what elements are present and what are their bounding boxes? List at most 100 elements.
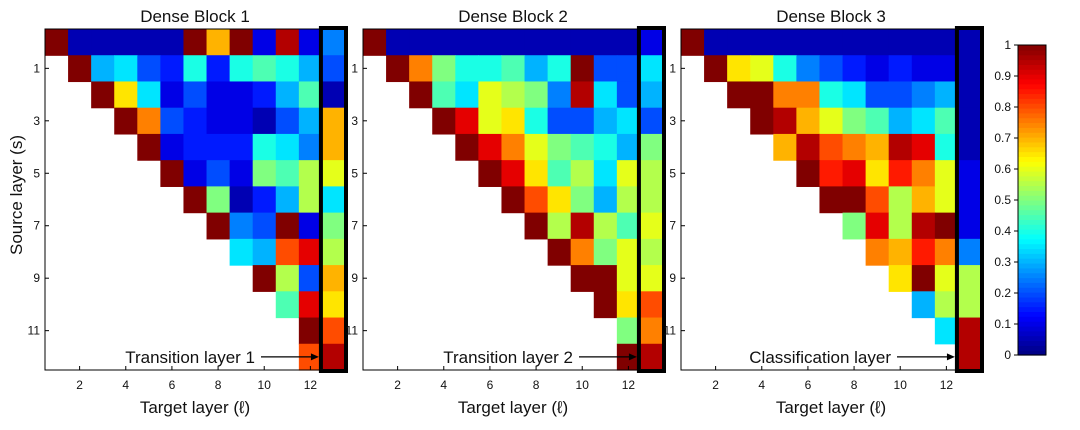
- dense-block-3-cell: [911, 160, 936, 187]
- dense-block-3-cell: [934, 265, 959, 292]
- dense-block-2-cell: [639, 265, 664, 292]
- dense-block-2-cell: [386, 29, 410, 56]
- colorbar-segment: [1018, 238, 1046, 245]
- dense-block-2-cell: [616, 212, 641, 240]
- dense-block-2-y-tick-label: 9: [351, 271, 358, 285]
- colorbar-segment: [1018, 190, 1046, 196]
- colorbar-segment: [1018, 345, 1046, 351]
- dense-block-1-cell: [252, 81, 277, 109]
- dense-block-1-cell: [252, 186, 277, 214]
- colorbar-segment: [1018, 45, 1046, 51]
- dense-block-3-cell: [865, 29, 890, 56]
- dense-block-3-cell: [911, 186, 936, 214]
- dense-block-2-cell: [432, 81, 456, 109]
- dense-block-1-cell: [206, 55, 231, 83]
- dense-block-3-cell: [911, 81, 936, 109]
- colorbar-segment: [1018, 253, 1046, 259]
- dense-block-1-cell: [206, 160, 231, 187]
- dense-block-2-cell: [524, 212, 549, 240]
- dense-block-1-cell: [298, 55, 323, 83]
- dense-block-3-cell: [750, 55, 774, 83]
- dense-block-1-cell: [229, 81, 254, 109]
- dense-block-3-cell: [911, 291, 936, 319]
- dense-block-1-cell: [206, 133, 231, 161]
- dense-block-2-cell: [639, 107, 664, 135]
- colorbar-segment: [1018, 117, 1046, 124]
- dense-block-1-cell: [298, 133, 323, 161]
- dense-block-2-cell: [501, 29, 526, 56]
- dense-block-1-x-tick-label: 10: [258, 378, 272, 392]
- colorbar-segment: [1018, 88, 1046, 95]
- dense-block-3-cell: [934, 81, 959, 109]
- dense-block-1-cell: [252, 160, 277, 187]
- dense-block-2-cell: [524, 160, 549, 187]
- dense-block-1-cell: [91, 55, 115, 83]
- dense-block-1-cell: [229, 55, 254, 83]
- dense-block-2-cell: [616, 317, 641, 345]
- dense-block-1-cell: [321, 133, 346, 161]
- dense-block-3-cell: [773, 81, 797, 109]
- dense-block-3-y-tick-label: 9: [669, 271, 676, 285]
- dense-block-1-cell: [137, 81, 161, 109]
- colorbar-segment: [1018, 272, 1046, 279]
- dense-block-3-cell: [750, 81, 774, 109]
- dense-block-3-cell: [888, 186, 913, 214]
- dense-block-3-y-tick-label: 3: [669, 114, 676, 128]
- dense-block-3-y-tick-label: 5: [669, 166, 676, 180]
- dense-block-1-x-tick-label: 6: [169, 378, 176, 392]
- dense-block-2-cell: [524, 107, 549, 135]
- dense-block-1-cell: [321, 212, 346, 240]
- dense-block-2-cell: [639, 186, 664, 214]
- dense-block-1-cell: [321, 317, 346, 345]
- dense-block-1-cell: [275, 265, 300, 292]
- dense-block-2-cell: [616, 29, 641, 56]
- colorbar-segment: [1018, 64, 1046, 70]
- colorbar-segment: [1018, 78, 1046, 85]
- dense-block-2-cell: [524, 29, 549, 56]
- dense-block-1-cell: [298, 265, 323, 292]
- dense-block-3-cell: [957, 291, 982, 319]
- colorbar-segment: [1018, 69, 1046, 75]
- dense-block-2-cell: [524, 81, 549, 109]
- dense-block-1-cell: [275, 133, 300, 161]
- dense-block-2-x-tick-label: 2: [394, 378, 401, 392]
- dense-block-1-cell: [229, 133, 254, 161]
- dense-block-1-cell: [160, 160, 185, 187]
- dense-block-2-cell: [639, 317, 664, 345]
- dense-block-1-x-tick-label: 8: [215, 378, 222, 392]
- dense-block-2-cell: [570, 265, 595, 292]
- dense-block-3-title: Dense Block 3: [776, 7, 886, 26]
- colorbar-segment: [1018, 54, 1046, 61]
- colorbar-tick-label: 0.3: [994, 255, 1011, 269]
- dense-block-1-y-tick-label: 7: [33, 219, 40, 233]
- colorbar-segment: [1018, 98, 1046, 104]
- dense-block-3-cell: [773, 55, 797, 83]
- colorbar-tick-label: 1: [1004, 38, 1011, 52]
- dense-block-1-cell: [275, 160, 300, 187]
- dense-block-2-cell: [386, 55, 410, 83]
- dense-block-3-cell: [842, 81, 867, 109]
- colorbar-segment: [1018, 224, 1046, 230]
- colorbar-segment: [1018, 287, 1046, 293]
- colorbar-segment: [1018, 258, 1046, 264]
- colorbar-segment: [1018, 335, 1046, 342]
- dense-block-1-cell: [137, 107, 161, 135]
- dense-block-2-cell: [570, 212, 595, 240]
- dense-block-1-cell: [229, 238, 254, 266]
- dense-block-1-cell: [298, 160, 323, 187]
- dense-block-3-cell: [865, 186, 890, 214]
- dense-block-2-cell: [524, 133, 549, 161]
- dense-block-3-cell: [934, 133, 959, 161]
- dense-block-3-cell: [934, 29, 959, 56]
- dense-block-1-cell: [321, 81, 346, 109]
- colorbar-segment: [1018, 107, 1046, 114]
- dense-block-3-cell: [750, 29, 774, 56]
- dense-block-3-y-tick-label: 1: [669, 61, 676, 75]
- dense-block-3-cell: [704, 29, 728, 56]
- dense-block-3-cell: [819, 186, 844, 214]
- dense-block-3-x-tick-label: 12: [940, 378, 954, 392]
- dense-block-3-cell: [911, 265, 936, 292]
- dense-block-2-cell: [547, 81, 572, 109]
- dense-block-2-cell: [570, 29, 595, 56]
- dense-block-1-cell: [321, 160, 346, 187]
